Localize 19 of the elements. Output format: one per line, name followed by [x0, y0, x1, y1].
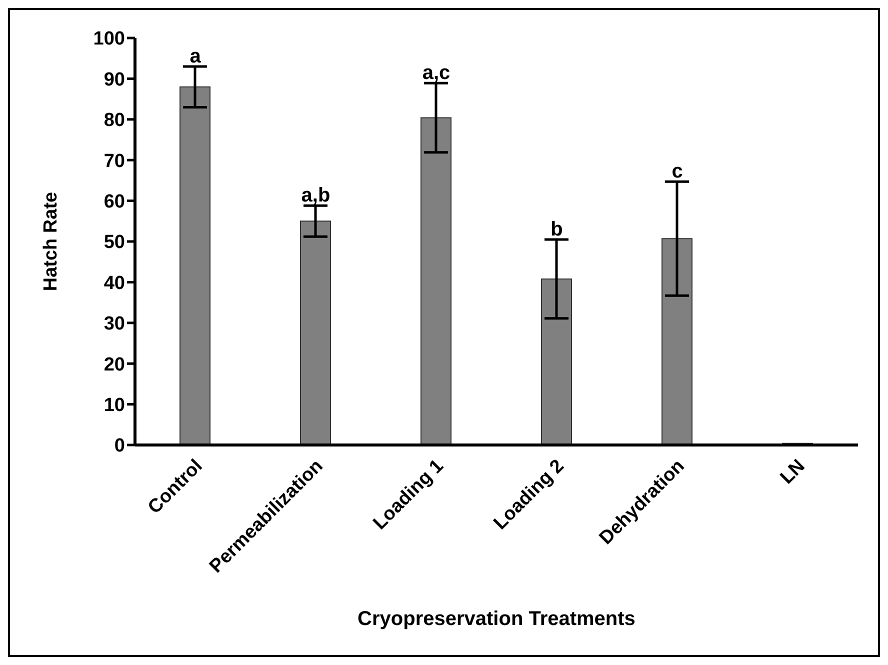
y-tick-label: 20 [104, 354, 125, 376]
y-tick-label: 50 [104, 232, 125, 254]
annotation: a,c [422, 62, 450, 84]
y-tick-label: 100 [93, 28, 125, 50]
x-tick-label: LN [776, 456, 810, 488]
y-tick-label: 70 [104, 150, 125, 172]
y-tick-label: 90 [104, 69, 125, 90]
y-axis-title: Hatch Rate [40, 192, 62, 292]
y-tick-label: 10 [104, 395, 125, 416]
y-tick-label: 30 [104, 314, 125, 335]
y-tick-label: 40 [104, 272, 125, 294]
y-tick-label: 80 [104, 110, 125, 132]
annotation: c [672, 160, 683, 183]
annotation: a [190, 45, 202, 68]
y-tick-label: 0 [114, 436, 125, 457]
y-tick-label: 60 [104, 192, 125, 213]
annotation: a,b [301, 184, 330, 207]
x-axis-title: Cryopreservation Treatments [358, 608, 636, 630]
annotation: b [550, 218, 563, 240]
